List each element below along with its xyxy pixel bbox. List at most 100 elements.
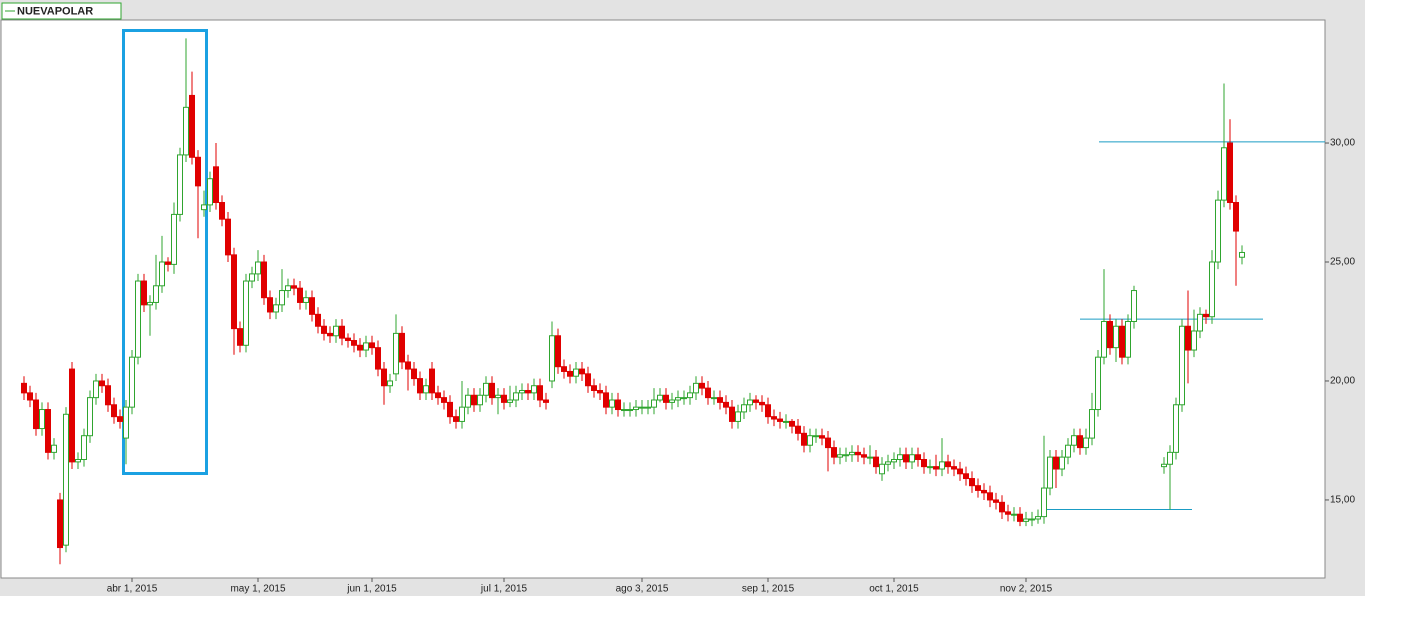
candle-body	[519, 389, 525, 394]
candle-body	[759, 401, 765, 406]
candle-body	[933, 466, 939, 470]
candle-body	[309, 297, 315, 315]
candle-body	[645, 406, 651, 409]
candle-body	[153, 285, 159, 303]
x-tick-label: oct 1, 2015	[869, 584, 919, 595]
candle-body	[717, 397, 723, 403]
candle-body	[267, 297, 273, 313]
candle-body	[261, 261, 267, 299]
candle-body	[669, 399, 675, 403]
candle-body	[1005, 511, 1011, 515]
candle-body	[453, 416, 459, 422]
candle-body	[321, 325, 327, 334]
candle-body	[723, 401, 729, 408]
candle-body	[159, 261, 165, 287]
y-tick-label: 30,00	[1330, 138, 1355, 149]
candle-body	[243, 280, 249, 346]
candle-body	[909, 454, 915, 463]
candle-body	[855, 451, 861, 456]
candle-body	[39, 409, 45, 430]
candle-body	[93, 380, 99, 399]
candle-body	[1131, 290, 1137, 322]
candle-body	[33, 399, 39, 430]
candle-body	[1191, 330, 1197, 351]
candle-body	[165, 261, 171, 265]
candle-body	[567, 370, 573, 377]
candle-body	[651, 399, 657, 408]
candle-body	[1071, 435, 1077, 446]
x-tick-label: may 1, 2015	[230, 584, 285, 595]
candle-body	[1233, 202, 1239, 232]
candle-body	[843, 454, 849, 457]
candle-body	[735, 411, 741, 422]
candle-body	[75, 458, 81, 463]
candle-body	[147, 301, 153, 306]
candle-body	[105, 385, 111, 406]
candle-body	[627, 409, 633, 412]
candle-body	[801, 432, 807, 446]
candle-body	[945, 461, 951, 468]
candle-body	[837, 454, 843, 458]
candle-body	[1035, 516, 1041, 520]
x-tick-label: ago 3, 2015	[616, 584, 669, 595]
candle-body	[681, 397, 687, 400]
candle-body	[57, 499, 63, 549]
highlight-box	[122, 29, 208, 475]
candle-body	[1077, 435, 1083, 449]
candle-body	[675, 397, 681, 401]
candle-body	[903, 454, 909, 463]
candle-body	[705, 387, 711, 399]
candle-body	[825, 437, 831, 449]
candle-body	[807, 435, 813, 446]
candle-body	[345, 337, 351, 342]
candle-body	[327, 332, 333, 337]
candle-body	[963, 473, 969, 480]
x-tick-label: abr 1, 2015	[107, 584, 158, 595]
candle-body	[525, 389, 531, 394]
candle-body	[753, 399, 759, 403]
candle-body	[1203, 313, 1209, 318]
candle-body	[255, 261, 261, 275]
candle-body	[99, 380, 105, 387]
candle-body	[1029, 518, 1035, 521]
candle-body	[333, 325, 339, 337]
candle-body	[897, 454, 903, 460]
candle-body	[687, 392, 693, 399]
candle-body	[351, 340, 357, 346]
candle-body	[819, 435, 825, 439]
candle-body	[303, 297, 309, 303]
candle-body	[999, 501, 1005, 513]
candle-body	[795, 425, 801, 434]
candle-body	[1059, 456, 1065, 470]
candle-body	[1065, 444, 1071, 458]
candle-body	[1221, 147, 1227, 201]
candle-body	[1041, 487, 1047, 518]
candle-body	[507, 399, 513, 403]
candle-body	[633, 406, 639, 411]
candle-body	[171, 213, 177, 265]
candle-body	[63, 413, 69, 546]
candle-body	[885, 461, 891, 465]
y-tick-label: 20,00	[1330, 376, 1355, 387]
candle-body	[225, 218, 231, 256]
candle-body	[285, 285, 291, 292]
x-tick-label: nov 2, 2015	[1000, 584, 1053, 595]
candle-body	[957, 468, 963, 475]
candle-body	[291, 285, 297, 289]
candle-body	[603, 392, 609, 408]
candle-body	[375, 347, 381, 370]
candle-body	[465, 394, 471, 408]
candle-body	[927, 466, 933, 469]
candle-body	[1119, 325, 1125, 358]
candle-body	[231, 254, 237, 330]
candle-body	[561, 366, 567, 372]
candle-body	[489, 382, 495, 399]
legend-label: NUEVAPOLAR	[17, 5, 93, 17]
candle-body	[483, 382, 489, 396]
candle-body	[87, 397, 93, 437]
candle-body	[531, 385, 537, 394]
candle-body	[639, 406, 645, 409]
candle-body	[1227, 142, 1233, 204]
candle-body	[417, 378, 423, 394]
